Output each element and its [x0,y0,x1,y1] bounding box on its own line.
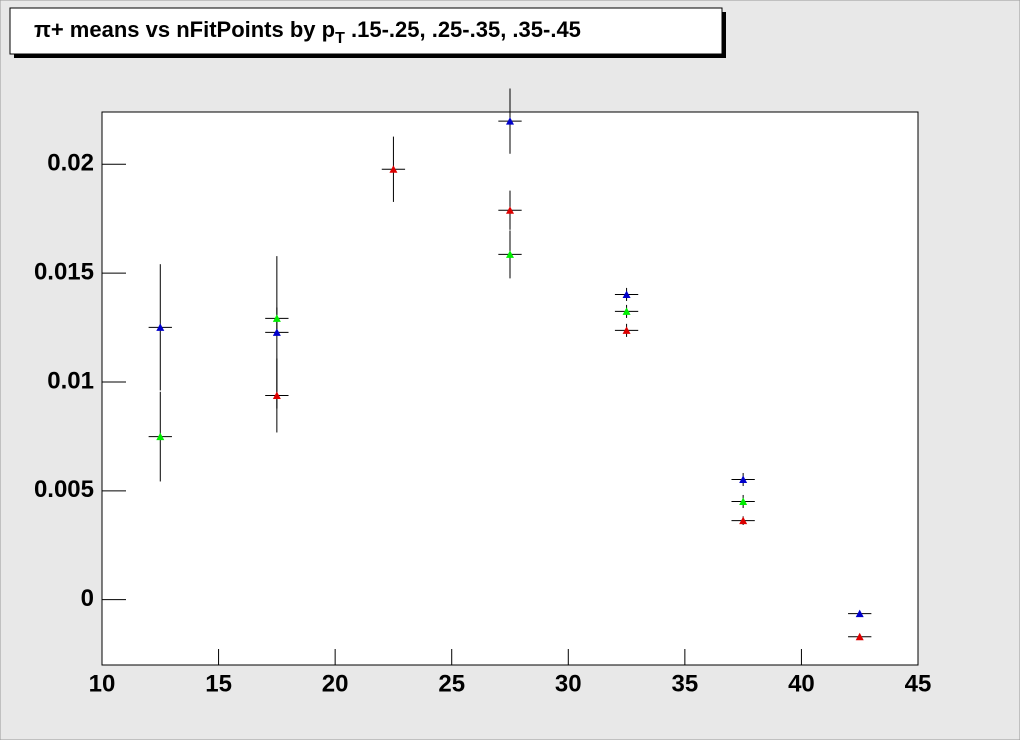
y-tick-label: 0.01 [47,367,94,394]
marker [506,250,514,258]
y-tick-label: 0.015 [34,258,94,285]
marker [739,497,748,505]
y-tick-label: 0.02 [47,150,94,177]
chart-title: π+ means vs nFitPoints by pT .15-.25, .2… [34,17,581,47]
marker [272,314,281,322]
marker [622,326,631,334]
y-tick-label: 0 [81,585,94,612]
x-tick-label: 20 [322,670,349,697]
y-tick-label: 0.005 [34,476,94,503]
x-tick-label: 15 [205,670,232,697]
marker [156,432,165,441]
x-tick-label: 30 [555,670,582,697]
marker [622,307,631,315]
marker [739,516,748,525]
x-tick-label: 25 [438,670,465,697]
marker [389,165,398,173]
marker [156,323,165,331]
marker [272,328,281,336]
x-tick-label: 35 [672,670,699,697]
marker [622,290,631,298]
x-tick-label: 10 [89,670,116,697]
marker [855,609,864,618]
title-sub: T [335,30,345,47]
title-main: π+ means vs nFitPoints by p [34,17,335,42]
marker [855,632,864,641]
title-rest: .15-.25, .25-.35, .35-.45 [345,17,581,42]
title-box [9,7,723,55]
x-tick-label: 40 [788,670,815,697]
marker [506,206,514,214]
marker [506,117,514,125]
x-tick-label: 45 [905,670,932,697]
marker [272,391,281,399]
marker [739,475,748,484]
